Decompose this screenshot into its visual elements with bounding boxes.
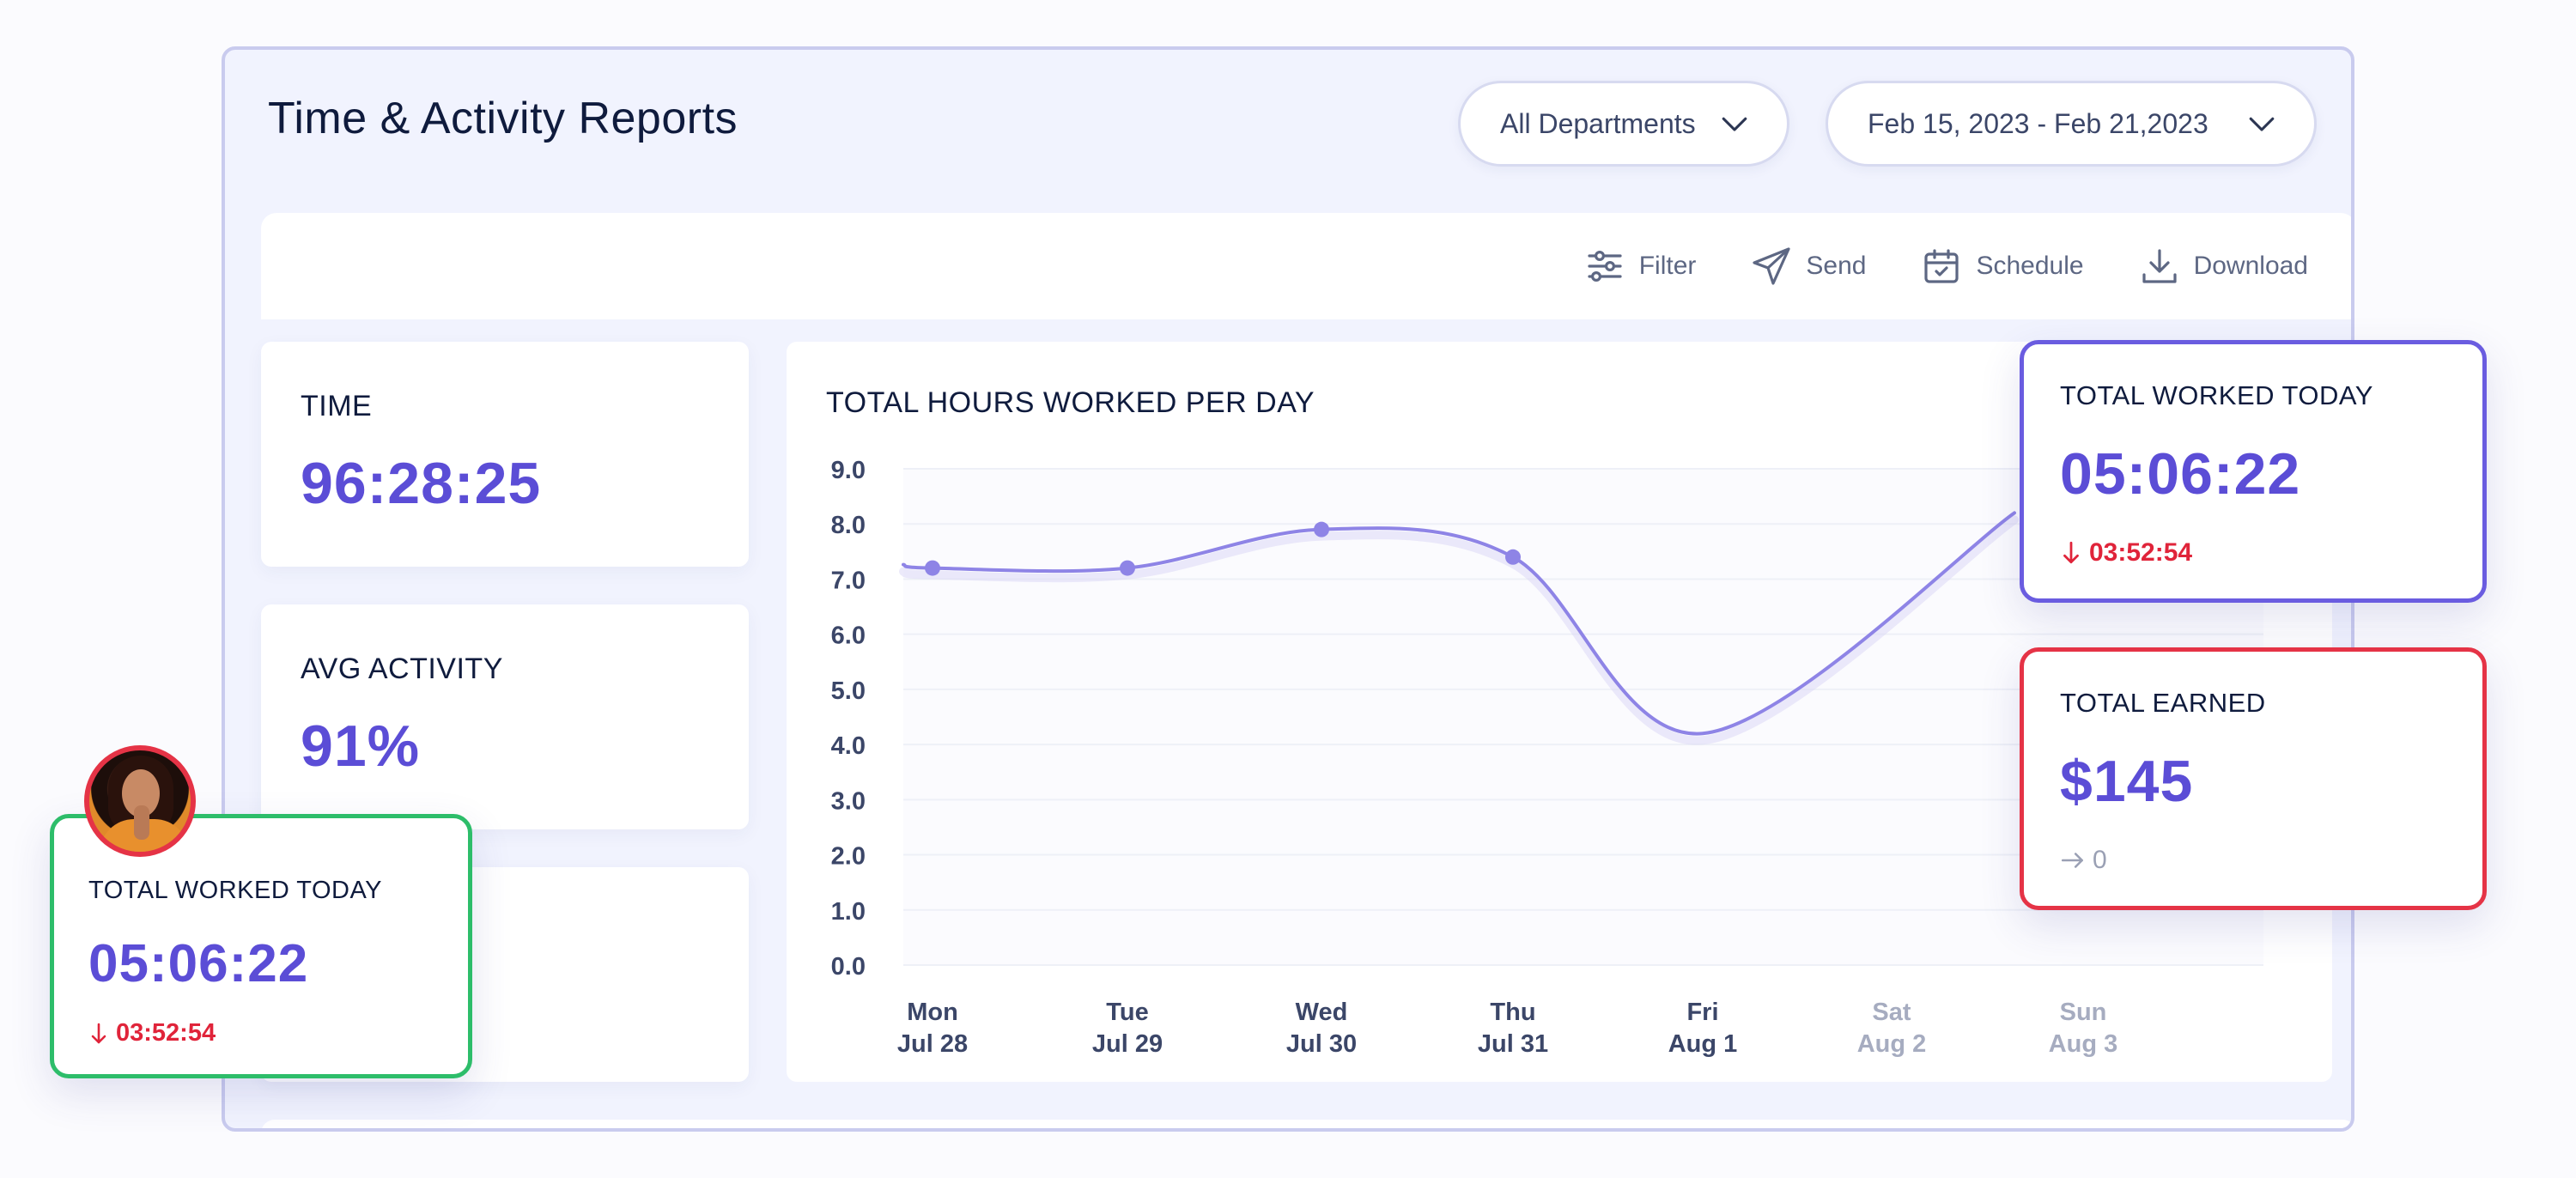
- card-label: TOTAL WORKED TODAY: [2060, 380, 2373, 410]
- download-icon: [2142, 249, 2177, 283]
- sliders-icon: [1588, 250, 1622, 282]
- activity-stat-value: 91%: [301, 713, 421, 779]
- page-title: Time & Activity Reports: [268, 94, 738, 143]
- arrow-right-icon: [2061, 853, 2083, 868]
- time-stat-label: TIME: [301, 390, 373, 422]
- card-delta: 03:52:54: [2060, 538, 2192, 568]
- report-window: Time & Activity Reports All Departments …: [222, 46, 2354, 1132]
- send-button[interactable]: Send: [1751, 246, 1866, 287]
- total-earned-card: TOTAL EARNED $145 0: [2020, 647, 2487, 910]
- x-tick-day: Wed: [1296, 999, 1348, 1026]
- x-tick-date: Aug 3: [2049, 1030, 2118, 1058]
- x-tick-date: Aug 1: [1668, 1030, 1738, 1058]
- user-worked-today-card: TOTAL WORKED TODAY 05:06:22 03:52:54: [50, 814, 472, 1078]
- card-delta-value: 03:52:54: [2089, 538, 2193, 567]
- chevron-down-icon: [2249, 117, 2275, 131]
- arrow-down-icon: [91, 1023, 106, 1043]
- time-stat-card: TIME 96:28:25: [261, 342, 749, 567]
- y-tick-label: 5.0: [831, 677, 866, 705]
- card-delta: 0: [2060, 846, 2107, 875]
- filter-button[interactable]: Filter: [1584, 246, 1697, 287]
- card-delta: 03:52:54: [88, 1019, 216, 1047]
- data-point: [1314, 521, 1329, 537]
- data-point: [1120, 560, 1135, 576]
- y-tick-label: 2.0: [831, 843, 866, 871]
- x-tick-day: Mon: [907, 999, 958, 1026]
- data-point: [925, 560, 940, 576]
- activity-stat-card: AVG ACTIVITY 91%: [261, 604, 749, 829]
- x-tick-day: Fri: [1686, 999, 1718, 1026]
- report-toolbar: Filter Send Schedule Download: [261, 213, 2351, 319]
- x-tick-date: Jul 28: [897, 1030, 968, 1058]
- y-tick-label: 9.0: [831, 457, 866, 484]
- download-button[interactable]: Download: [2139, 246, 2308, 287]
- date-range-picker[interactable]: Feb 15, 2023 - Feb 21,2023: [1826, 81, 2317, 167]
- card-label: TOTAL WORKED TODAY: [88, 877, 383, 904]
- data-point: [1505, 549, 1521, 565]
- calendar-check-icon: [1924, 249, 1959, 283]
- x-tick-day: Tue: [1106, 999, 1148, 1026]
- department-dropdown[interactable]: All Departments: [1458, 81, 1789, 167]
- total-worked-today-card: TOTAL WORKED TODAY 05:06:22 03:52:54: [2020, 340, 2487, 603]
- series-line: [902, 511, 2016, 736]
- arrow-down-icon: [2063, 541, 2079, 564]
- paper-plane-icon: [1753, 247, 1790, 285]
- card-delta-value: 0: [2093, 846, 2107, 874]
- card-label: TOTAL EARNED: [2060, 688, 2266, 718]
- time-stat-value: 96:28:25: [301, 451, 542, 516]
- y-tick-label: 0.0: [831, 953, 866, 981]
- x-tick-day: Sat: [1872, 999, 1911, 1026]
- x-tick-date: Jul 29: [1092, 1030, 1163, 1058]
- x-tick-day: Thu: [1490, 999, 1535, 1026]
- user-avatar[interactable]: [84, 745, 196, 857]
- x-tick-date: Aug 2: [1857, 1030, 1927, 1058]
- activity-stat-label: AVG ACTIVITY: [301, 653, 503, 685]
- card-value: $145: [2060, 749, 2194, 814]
- schedule-button[interactable]: Schedule: [1921, 246, 2084, 287]
- schedule-label: Schedule: [1976, 252, 2084, 280]
- department-dropdown-label: All Departments: [1500, 107, 1696, 139]
- date-range-label: Feb 15, 2023 - Feb 21,2023: [1868, 107, 2208, 139]
- card-delta-value: 03:52:54: [116, 1019, 216, 1047]
- card-value: 05:06:22: [2060, 441, 2301, 507]
- y-tick-label: 8.0: [831, 512, 866, 539]
- bottom-panel: [261, 1120, 2351, 1128]
- y-tick-label: 6.0: [831, 622, 866, 650]
- y-tick-label: 1.0: [831, 898, 866, 926]
- chart-title: TOTAL HOURS WORKED PER DAY: [826, 386, 1315, 419]
- y-tick-label: 7.0: [831, 567, 866, 594]
- x-tick-date: Jul 30: [1286, 1030, 1357, 1058]
- chevron-down-icon: [1722, 117, 1747, 131]
- card-value: 05:06:22: [88, 934, 309, 993]
- download-label: Download: [2193, 252, 2308, 280]
- filter-label: Filter: [1638, 252, 1697, 280]
- y-tick-label: 4.0: [831, 732, 866, 760]
- y-tick-label: 3.0: [831, 787, 866, 815]
- x-tick-date: Jul 31: [1478, 1030, 1548, 1058]
- x-tick-day: Sun: [2060, 999, 2107, 1026]
- series-line-shadow: [899, 515, 2019, 745]
- send-label: Send: [1806, 252, 1867, 280]
